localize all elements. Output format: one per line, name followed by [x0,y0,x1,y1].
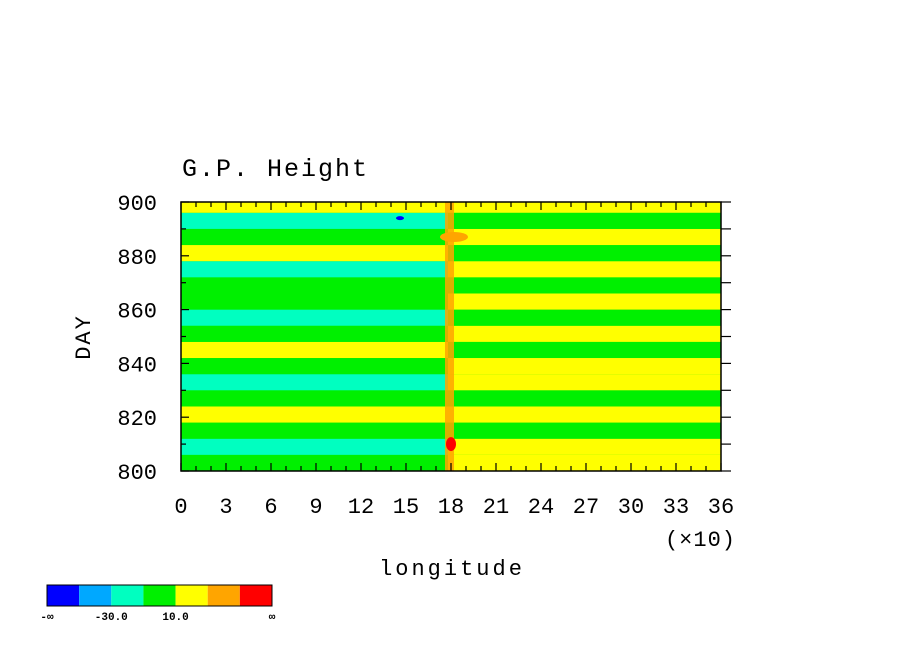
heatmap-cell [448,228,721,246]
chart-title: G.P. Height [182,155,369,184]
colorbar-swatch [79,585,112,606]
heatmap-cell [448,341,721,359]
heatmap-cell [448,309,721,326]
heatmap-cell [181,202,448,213]
x-tick-label: 0 [174,495,187,520]
x-tick-label: 18 [438,495,464,520]
heatmap-cell [181,341,448,359]
colorbar-label: -30.0 [95,612,128,624]
colorbar-swatch [143,585,176,606]
heatmap-cell [181,325,448,342]
heatmap-cell [181,454,448,471]
x-tick-label: 3 [219,495,232,520]
y-tick-label: 900 [117,192,157,217]
y-tick-label: 800 [117,461,157,486]
heatmap-trough [396,216,404,221]
heatmap-cell [181,374,448,391]
heatmap-cell [448,293,721,310]
colorbar-swatch [47,585,80,606]
x-ticks: 0 3 6 9 12 15 18 21 24 27 30 33 36 [174,202,734,520]
heatmap-cell [181,245,448,262]
heatmap-cell [181,261,448,278]
colorbar-swatch [111,585,144,606]
colorbar-label: 10.0 [162,612,188,624]
x-tick-label: 27 [573,495,599,520]
colorbar-label: ∞ [269,612,276,624]
heatmap-cell [448,406,721,423]
heatmap-cell [181,390,448,407]
heatmap-cell [181,293,448,310]
x-tick-label: 21 [483,495,509,520]
heatmap-cell [181,212,448,229]
y-tick-label: 840 [117,353,157,378]
heatmap-cell [448,438,721,455]
heatmap-cell [181,309,448,326]
heatmap-cell [181,277,448,294]
heatmap-peak [440,231,468,242]
x-tick-label: 12 [348,495,374,520]
x-axis-label: longitude [379,557,525,582]
heatmap-cell [181,358,448,375]
heatmap-field [181,202,721,471]
x-tick-label: 24 [528,495,554,520]
heatmap-cell [181,406,448,423]
colorbar-label: -∞ [40,612,54,624]
heatmap-cell [448,202,721,213]
y-tick-label: 820 [117,407,157,432]
colorbar-frame [46,584,273,607]
heatmap-cell [448,245,721,262]
y-axis-label: DAY [72,314,97,360]
heatmap-cell [448,454,721,471]
x-tick-label: 36 [708,495,734,520]
y-tick-label: 860 [117,300,157,325]
x-tick-label: 9 [309,495,322,520]
heatmap-cell [448,390,721,407]
heatmap-peak [446,437,456,452]
y-tick-label: 880 [117,246,157,271]
heatmap-cell [181,422,448,439]
heatmap-cell [181,438,448,455]
x-tick-label: 30 [618,495,644,520]
plot-area: 0 3 6 9 12 15 18 21 24 27 30 33 36 80082084086088090… [117,192,734,520]
heatmap-ridge [445,202,454,471]
y-ticks: 800 820 840 860 880 900 [117,192,731,486]
x-tick-label: 15 [393,495,419,520]
heatmap-cell [448,374,721,391]
heatmap-cell [448,325,721,342]
heatmap-cell [448,212,721,229]
colorbar-swatch [239,585,272,606]
colorbar: -∞ -30.0 10.0 ∞ [40,584,276,624]
x-tick-label: 6 [264,495,277,520]
heatmap-cell [448,422,721,439]
heatmap-cell [448,261,721,278]
colorbar-swatch [175,585,208,606]
colorbar-swatch [207,585,240,606]
x-axis-multiplier: (×10) [665,528,736,553]
heatmap-cell [448,358,721,375]
x-tick-label: 33 [663,495,689,520]
heatmap-cell [448,277,721,294]
heatmap-cell [181,228,448,246]
